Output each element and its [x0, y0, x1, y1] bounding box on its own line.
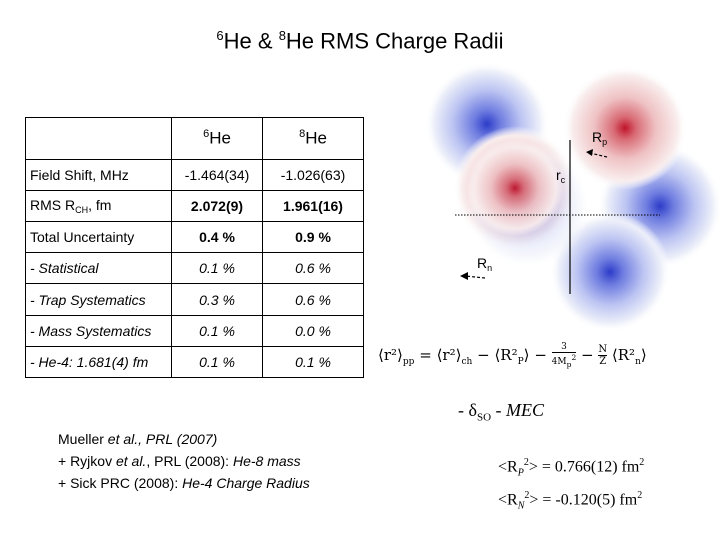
value-he8: 1.961(16) — [262, 190, 364, 222]
neutron-radius-value: <RN2> = -0.120(5) fm2 — [498, 489, 643, 512]
value-he8: 0.0 % — [262, 315, 364, 347]
references: Mueller et al., PRL (2007) + Ryjkov et a… — [58, 428, 310, 494]
table-row: - Statistical 0.1 % 0.6 % — [25, 252, 364, 284]
table-row: - Mass Systematics 0.1 % 0.0 % — [25, 315, 364, 347]
proton-radius-value: <RP2> = 0.766(12) fm2 — [498, 457, 645, 479]
row-label: - He-4: 1.681(4) fm — [25, 346, 172, 378]
reference-line: + Sick PRC (2008): He-4 Charge Radius — [58, 475, 310, 491]
rn-arrow — [464, 275, 486, 279]
neutron-bottom — [550, 212, 670, 332]
row-label: - Trap Systematics — [25, 283, 172, 316]
rp-label: Rp — [592, 129, 607, 147]
proton-center — [467, 140, 563, 236]
row-label: - Mass Systematics — [25, 315, 172, 347]
table-row: - He-4: 1.681(4) fm 0.1 % 0.1 % — [25, 346, 364, 378]
proton-right — [563, 66, 687, 190]
page-title: 6He & 8He RMS Charge Radii — [216, 28, 504, 54]
rp-arrow — [589, 152, 608, 158]
value-he8: -1.026(63) — [262, 159, 364, 191]
header-empty-cell — [25, 117, 172, 160]
value-he8: 0.1 % — [262, 346, 364, 378]
rn-label: Rn — [477, 255, 492, 273]
value-he8: 0.6 % — [262, 283, 364, 316]
value-he8: 0.6 % — [262, 252, 364, 284]
radii-table: 6He 8He Field Shift, MHz -1.464(34) -1.0… — [25, 117, 364, 378]
reference-line: Mueller et al., PRL (2007) — [58, 431, 218, 447]
header-he6: 6He — [171, 117, 263, 160]
radius-formula: ⟨r²⟩pp = ⟨r²⟩ch − ⟨R²P⟩ − 3 4Mp2 − N Z ⟨… — [378, 342, 647, 369]
row-label: - Statistical — [25, 252, 172, 284]
value-he6: 0.1 % — [171, 346, 263, 378]
rn-arrowhead — [460, 272, 468, 280]
row-label: Total Uncertainty — [25, 221, 172, 253]
radius-values: <RP2> = 0.766(12) fm2 <RN2> = -0.120(5) … — [498, 452, 644, 517]
table-row: - Trap Systematics 0.3 % 0.6 % — [25, 283, 364, 316]
rc-label: rc — [556, 167, 566, 185]
rp-arrowhead — [586, 149, 593, 156]
reference-line: + Ryjkov et al., PRL (2008): He-8 mass — [58, 453, 301, 469]
corrections-text: - δSO - MEC — [458, 400, 545, 424]
table-header-row: 6He 8He — [25, 117, 364, 160]
row-label: RMS RCH, fm — [25, 190, 172, 222]
